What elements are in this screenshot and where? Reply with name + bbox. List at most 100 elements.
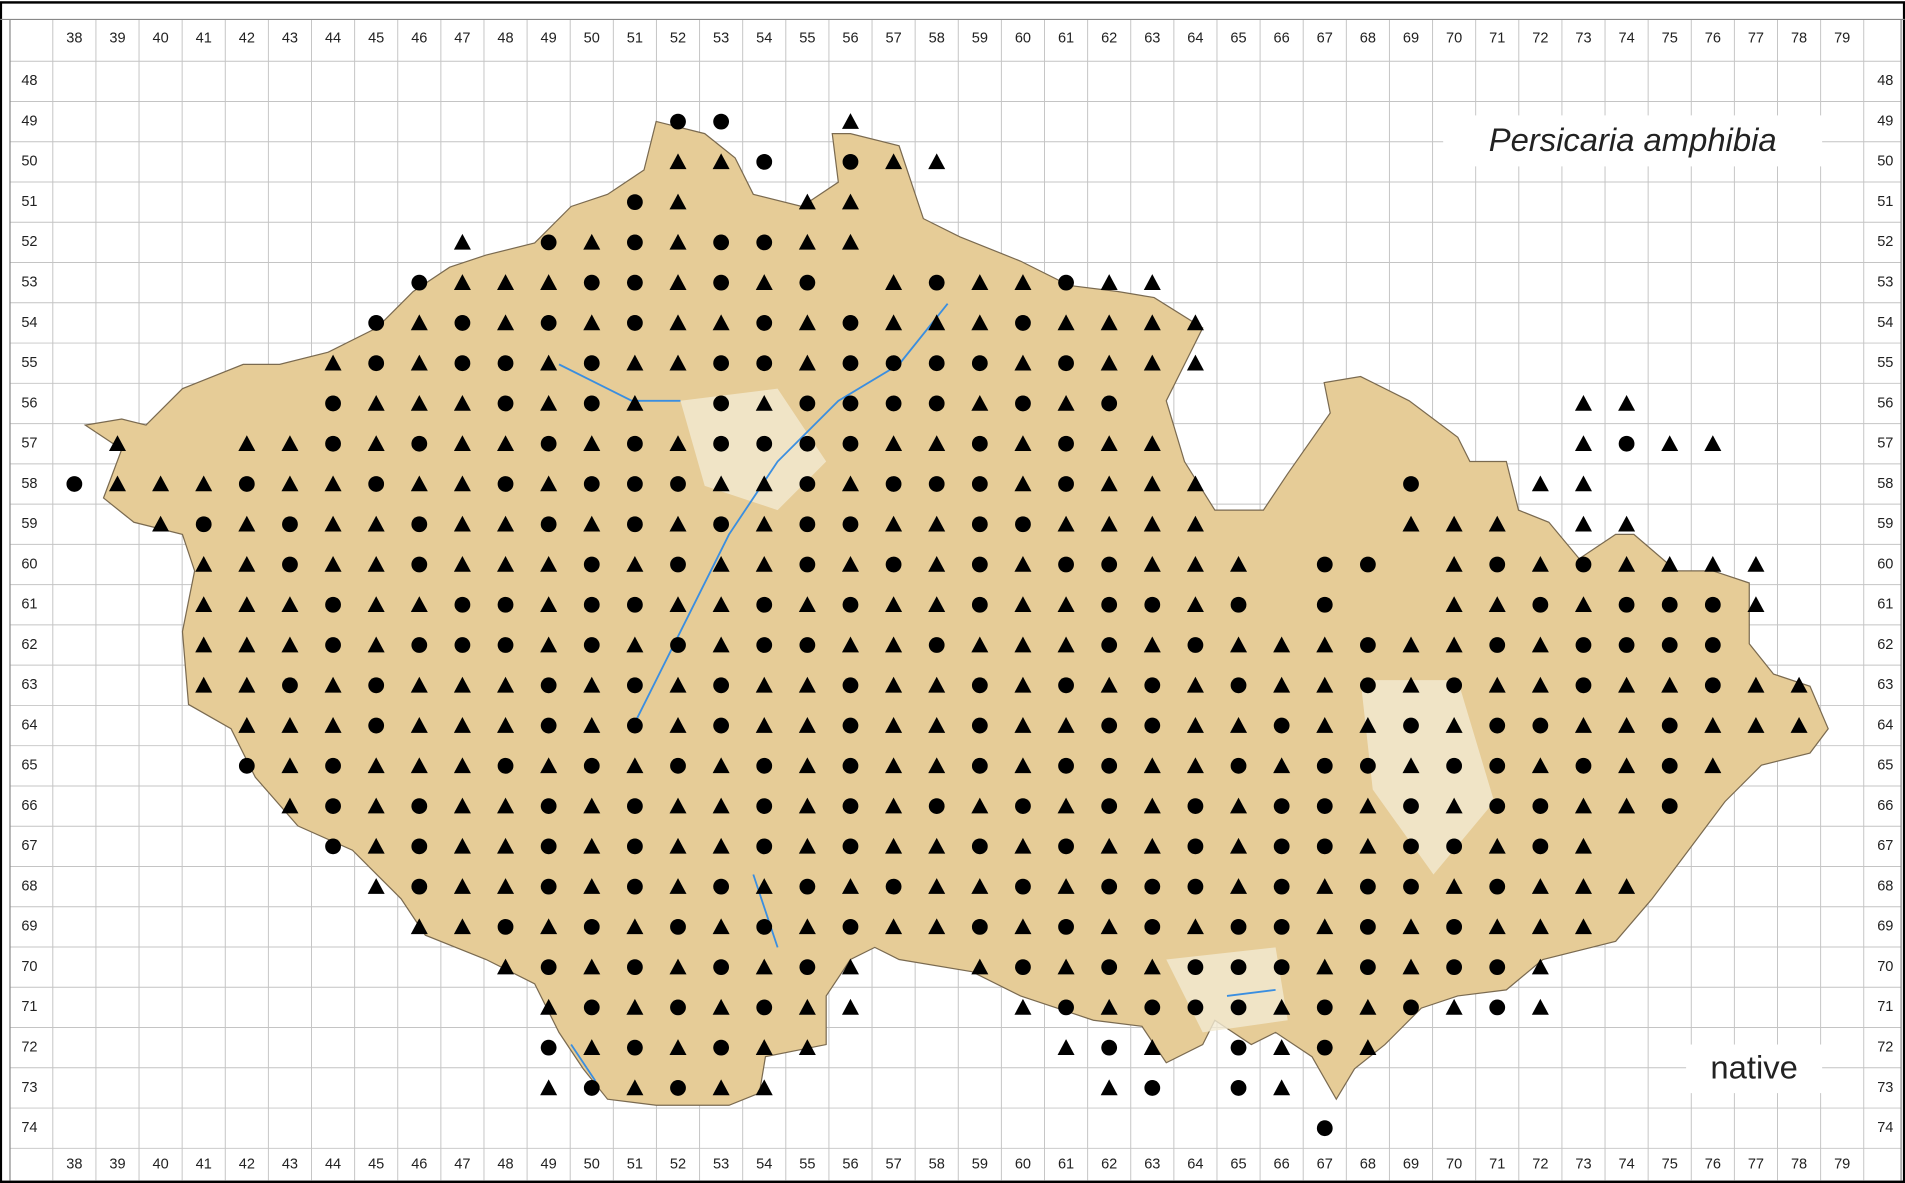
record-dot [584,275,600,291]
record-dot [1058,275,1074,291]
column-label: 77 [1748,31,1764,47]
column-label: 79 [1834,1157,1850,1173]
row-label: 53 [1877,275,1893,291]
record-dot [1231,1000,1247,1016]
record-dot [972,919,988,935]
row-label: 69 [1877,919,1893,935]
record-dot [972,677,988,693]
column-label: 58 [929,1157,945,1173]
column-label: 50 [584,1157,600,1173]
record-dot [972,758,988,774]
page-body: {"title": "Persicaria amphibia", "status… [0,0,1905,1183]
column-label: 52 [670,31,686,47]
column-label: 78 [1791,1157,1807,1173]
record-dot [1360,758,1376,774]
column-label: 56 [842,1157,858,1173]
column-label: 65 [1230,31,1246,47]
record-dot [627,597,643,613]
record-dot [584,476,600,492]
record-dot [1231,758,1247,774]
row-label: 56 [21,395,37,411]
record-dot [1317,597,1333,613]
row-label: 52 [21,234,37,250]
column-label: 42 [239,31,255,47]
row-label: 62 [21,637,37,653]
column-label: 68 [1360,1157,1376,1173]
record-dot [1015,396,1031,412]
record-dot [670,1000,686,1016]
record-dot [627,959,643,975]
column-label: 69 [1403,31,1419,47]
record-dot [929,798,945,814]
row-label: 63 [21,677,37,693]
record-dot [713,516,729,532]
record-dot [1015,959,1031,975]
record-dot [929,396,945,412]
record-dot [799,557,815,573]
row-label: 63 [1877,677,1893,693]
column-label: 62 [1101,1157,1117,1173]
record-dot [498,758,514,774]
record-dot [713,959,729,975]
record-dot [670,637,686,653]
record-dot [1532,597,1548,613]
record-dot [1489,637,1505,653]
record-dot [756,919,772,935]
record-dot [1144,1000,1160,1016]
column-label: 54 [756,1157,772,1173]
column-label: 66 [1274,1157,1290,1173]
column-label: 49 [541,1157,557,1173]
record-dot [1231,1080,1247,1096]
record-dot [1446,677,1462,693]
record-dot [843,516,859,532]
column-label: 72 [1532,1157,1548,1173]
record-dot [627,436,643,452]
record-dot [756,436,772,452]
record-dot [541,718,557,734]
record-dot [627,1040,643,1056]
record-dot [584,637,600,653]
row-label: 71 [21,999,37,1015]
record-dot [756,1000,772,1016]
record-dot [1188,838,1204,854]
record-dot [1705,677,1721,693]
record-dot [368,355,384,371]
record-dot [886,396,902,412]
record-dot [1446,919,1462,935]
record-dot [411,838,427,854]
row-label: 74 [1877,1120,1893,1136]
record-dot [325,838,341,854]
record-dot [325,396,341,412]
column-label: 59 [972,31,988,47]
column-label: 38 [66,1157,82,1173]
record-dot [713,436,729,452]
record-dot [541,1040,557,1056]
record-dot [584,1000,600,1016]
record-dot [1144,597,1160,613]
record-dot [584,355,600,371]
record-dot [972,516,988,532]
record-dot [1576,557,1592,573]
record-dot [886,355,902,371]
record-dot [282,516,298,532]
row-label: 59 [21,516,37,532]
record-dot [1317,1120,1333,1136]
record-dot [627,315,643,331]
record-dot [1317,1000,1333,1016]
record-dot [1489,879,1505,895]
record-dot [1532,838,1548,854]
column-label: 40 [152,1157,168,1173]
record-dot [929,637,945,653]
column-label: 72 [1532,31,1548,47]
column-label: 64 [1187,31,1203,47]
record-dot [886,557,902,573]
record-dot [1101,396,1117,412]
record-dot [670,476,686,492]
record-dot [411,637,427,653]
record-dot [1662,758,1678,774]
column-label: 61 [1058,31,1074,47]
record-dot [1101,597,1117,613]
column-label: 44 [325,1157,341,1173]
record-dot [368,476,384,492]
record-dot [929,355,945,371]
